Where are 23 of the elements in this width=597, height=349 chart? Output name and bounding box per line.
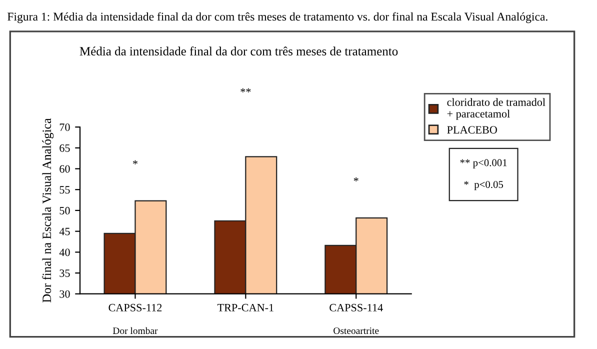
y-tick-label: 70	[60, 124, 70, 131]
text: **	[240, 88, 251, 92]
y-tick-label: 65	[60, 144, 70, 152]
chart-subtitle: Média da intensidade final da dor com três meses de tratamento	[80, 46, 398, 56]
y-tick-label: 45	[59, 228, 70, 236]
y-tick-label: 55	[60, 186, 70, 194]
annotation: *	[132, 160, 138, 164]
annotation: *	[354, 177, 358, 182]
x-tick-label: CAPSS-112	[108, 304, 162, 312]
y-axis-title: Dor final na Escala Visual Analógica	[42, 118, 54, 302]
y-tick-label: 50	[60, 206, 70, 214]
y-tick-label: 30	[60, 290, 70, 298]
y-tick-label: 60	[60, 165, 70, 173]
y-tick-label: 40	[59, 248, 70, 256]
legend-label: cloridrato de tramadol + paracetamol	[447, 98, 546, 120]
text: ** p<0.001 * p<0.05	[460, 159, 507, 190]
chart-title: Figura 1: Média da intensidade final da dor com três meses de tratamento vs. dor final na Escala Visual Analógica.	[8, 12, 548, 24]
legend-label: PLACEBO	[447, 126, 497, 134]
text: Osteoartrite	[334, 328, 379, 334]
y-tick-label: 35	[60, 270, 70, 277]
x-tick-label: TRP-CAN-1	[217, 304, 274, 312]
x-tick-label: CAPSS-114	[330, 304, 383, 312]
text: Dor lombar	[112, 327, 158, 334]
